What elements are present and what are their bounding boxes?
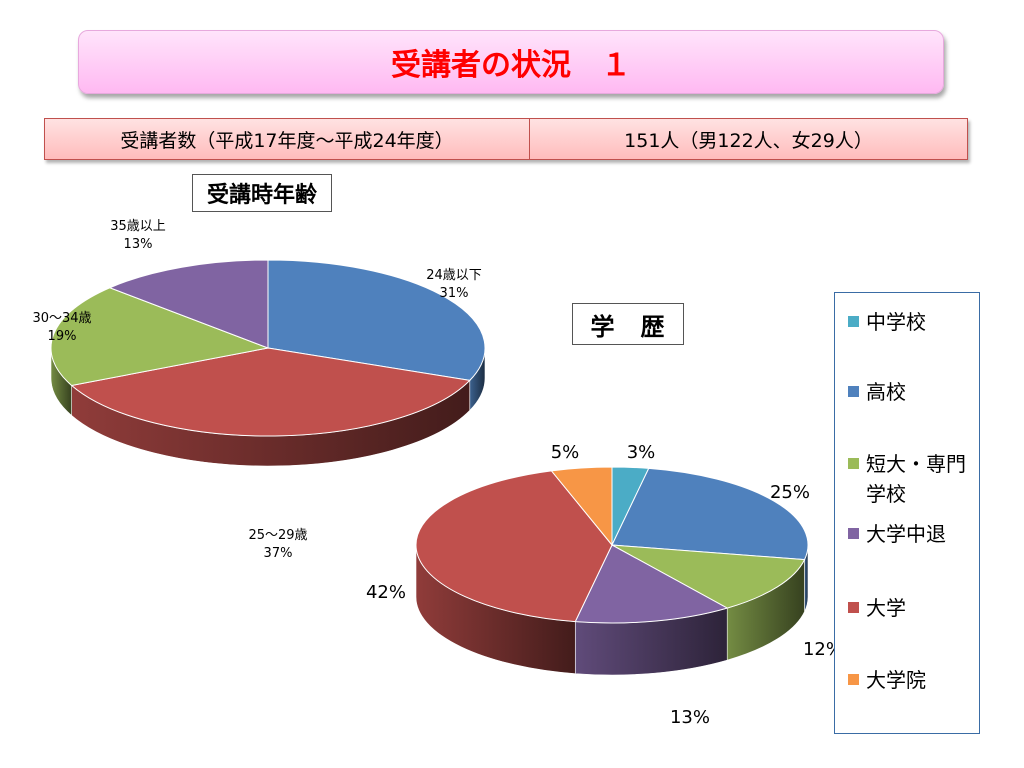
pie-label-3: 13% [670, 707, 710, 728]
legend-swatch [847, 673, 860, 686]
legend-label: 短大・専門学校 [866, 452, 966, 506]
education-chart-title: 学 歴 [572, 303, 684, 345]
legend-item: 中学校 [847, 307, 976, 337]
pie-label-0: 3% [627, 442, 656, 463]
pie-slice-2 [611, 544, 806, 609]
summary-table: 受講者数（平成17年度〜平成24年度） 151人（男122人、女29人） [44, 118, 968, 160]
pie-chart-1: 3% 25% 12% 13% 42% 5% [366, 442, 843, 728]
summary-label: 受講者数（平成17年度〜平成24年度） [45, 119, 530, 159]
education-legend: 中学校高校短大・専門学校大学中退大学大学院 [834, 292, 980, 734]
pie-label-0: 24歳以下 31% [426, 268, 482, 301]
pie-chart-0: 24歳以下 31% 25〜29歳 37% 30〜34歳 19% 35歳以上 13% [32, 219, 486, 561]
legend-swatch [847, 315, 860, 328]
legend-label: 大学 [866, 596, 906, 620]
legend-item: 短大・専門学校 [847, 449, 976, 509]
pie-label-1: 25〜29歳 37% [248, 528, 307, 561]
age-chart-title: 受講時年齢 [192, 174, 332, 212]
legend-label: 大学院 [866, 668, 926, 692]
pie-slice-3 [574, 544, 729, 624]
pie-label-1: 25% [770, 482, 810, 503]
pie-slice-1 [611, 467, 809, 561]
legend-label: 高校 [866, 380, 906, 404]
legend-label: 大学中退 [866, 522, 946, 546]
pie-slice-5 [550, 466, 613, 547]
page-title: 受講者の状況 １ [391, 48, 631, 83]
pie-label-4: 42% [366, 582, 406, 603]
legend-swatch [847, 601, 860, 614]
legend-swatch [847, 527, 860, 540]
pie-label-5: 5% [551, 442, 580, 463]
pie-slice-0 [267, 259, 486, 381]
legend-swatch [847, 457, 860, 470]
pie-label-2: 30〜34歳 19% [32, 311, 91, 344]
legend-item: 大学院 [847, 665, 976, 695]
legend-item: 高校 [847, 377, 976, 407]
legend-swatch [847, 385, 860, 398]
legend-item: 大学中退 [847, 519, 976, 549]
pie-sides [50, 347, 486, 467]
pie-slice-3 [108, 259, 269, 349]
pie-label-3: 35歳以上 13% [110, 219, 166, 252]
pie-slice-1 [70, 347, 471, 437]
pie-sides [415, 544, 809, 676]
title-banner: 受講者の状況 １ [78, 30, 944, 94]
legend-label: 中学校 [866, 310, 926, 334]
summary-value: 151人（男122人、女29人） [624, 129, 873, 152]
pie-label-2: 12% [803, 639, 843, 660]
pie-slice-2 [50, 287, 270, 387]
pie-slice-4 [415, 470, 613, 623]
legend-item: 大学 [847, 593, 976, 623]
